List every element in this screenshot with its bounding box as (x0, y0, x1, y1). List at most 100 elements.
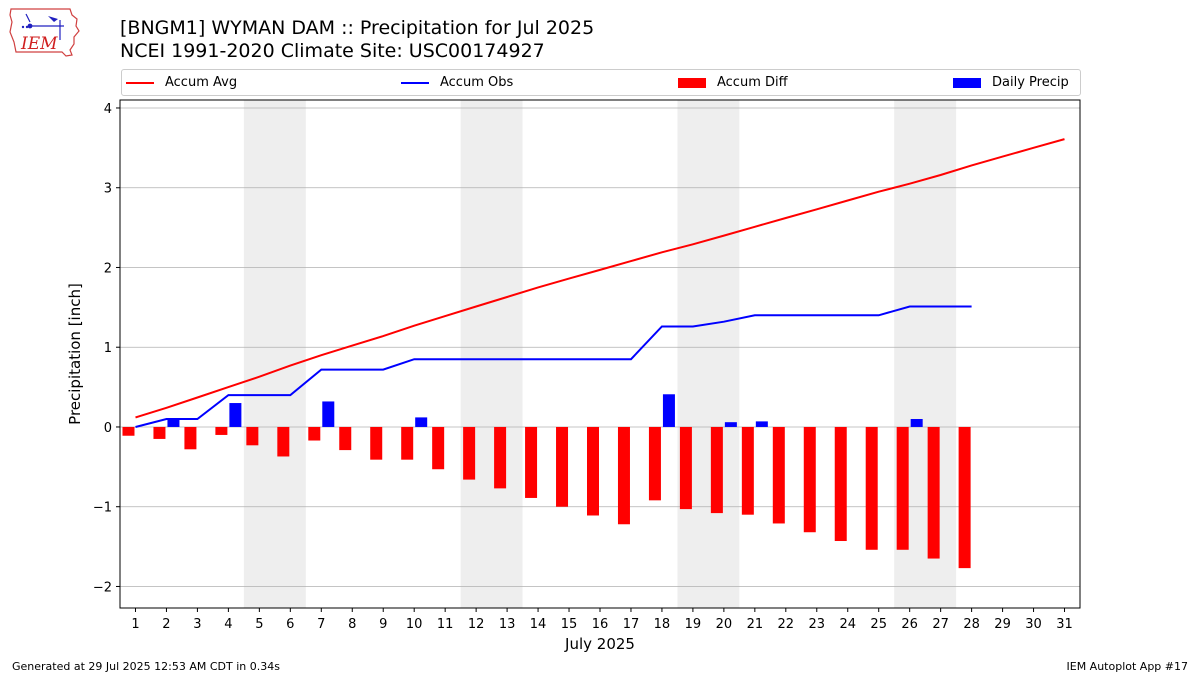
y-tick-label-4: 4 (104, 102, 112, 117)
x-tick-label-25: 25 (870, 617, 887, 632)
weekend-band-3 (677, 100, 740, 608)
diff-bar-day-16 (587, 426, 599, 516)
diff-bar-day-11 (432, 426, 445, 470)
diff-bar-day-21 (741, 426, 754, 515)
legend-label-accum-obs: Accum Obs (440, 75, 514, 90)
diff-bar-day-10 (401, 426, 414, 460)
x-tick-label-11: 11 (437, 617, 454, 632)
x-tick-label-8: 8 (348, 617, 356, 632)
diff-bar-day-13 (494, 426, 507, 489)
x-tick-label-31: 31 (1056, 617, 1073, 632)
app-credit: IEM Autoplot App #17 (1066, 660, 1189, 673)
x-axis-ticks: 1 2 3 4 5 6 7 8 9 10 11 12 13 14 15 16 17 18 19 20 21 22 23 24 2… (131, 608, 1073, 632)
x-tick-label-26: 26 (901, 617, 918, 632)
x-tick-label-7: 7 (317, 617, 325, 632)
iem-logo: IEM (8, 6, 82, 62)
chart-subtitle: NCEI 1991-2020 Climate Site: USC00174927 (120, 40, 545, 62)
daily-bar-day-2 (167, 418, 180, 427)
x-tick-label-10: 10 (406, 617, 423, 632)
daily-bar-day-18 (662, 394, 675, 427)
legend-key-daily-precip (953, 77, 981, 88)
weekend-band-1 (243, 100, 306, 608)
diff-bar-day-14 (525, 426, 538, 498)
legend-key-accum-obs (401, 81, 429, 84)
legend-label-accum-avg: Accum Avg (165, 75, 238, 90)
iowa-map-icon: IEM (9, 8, 80, 57)
diff-bar-day-18 (648, 426, 661, 501)
legend-key-accum-avg (126, 81, 154, 84)
daily-bar-day-21 (755, 421, 768, 427)
x-tick-label-16: 16 (592, 617, 609, 632)
y-axis-ticks: −2 −1 0 1 2 3 4 (93, 102, 120, 595)
diff-bar-day-17 (617, 426, 630, 525)
accum-avg-line (135, 138, 1065, 419)
diff-bar-day-22 (772, 426, 785, 524)
x-tick-label-9: 9 (379, 617, 387, 632)
weekend-band-2 (460, 100, 523, 608)
y-tick-label-0: 0 (104, 421, 112, 436)
generated-timestamp: Generated at 29 Jul 2025 12:53 AM CDT in… (12, 660, 280, 673)
diff-bar-day-12 (463, 426, 476, 480)
legend: Accum Avg Accum Obs Accum Diff Daily Pre… (121, 69, 1081, 96)
diff-bar-day-25 (865, 426, 878, 550)
x-tick-label-6: 6 (286, 617, 294, 632)
diff-bar-day-7 (308, 426, 321, 441)
legend-item-daily-precip: Daily Precip (953, 70, 1069, 95)
x-tick-label-19: 19 (685, 617, 702, 632)
y-tick-label-2: 2 (104, 261, 112, 276)
daily-precip-bars (167, 394, 923, 427)
y-tick-label-3: 3 (104, 182, 112, 197)
legend-item-accum-obs: Accum Obs (401, 70, 513, 95)
daily-bar-day-7 (322, 401, 335, 427)
y-tick-label-m1: −1 (93, 501, 112, 516)
x-tick-label-13: 13 (499, 617, 516, 632)
accum-obs-line (135, 305, 972, 428)
x-tick-label-18: 18 (654, 617, 671, 632)
diff-bar-day-23 (803, 426, 816, 533)
x-tick-label-14: 14 (530, 617, 547, 632)
x-tick-label-30: 30 (1025, 617, 1042, 632)
diff-bar-day-6 (277, 426, 290, 457)
logo-text: IEM (20, 34, 58, 54)
x-tick-label-24: 24 (839, 617, 856, 632)
diff-bar-day-26 (896, 426, 909, 550)
diff-bar-day-19 (679, 426, 692, 510)
x-tick-label-4: 4 (224, 617, 232, 632)
diff-bar-day-8 (339, 426, 352, 451)
legend-item-accum-diff: Accum Diff (678, 70, 788, 95)
legend-key-accum-diff (678, 77, 706, 88)
x-tick-label-20: 20 (716, 617, 733, 632)
diff-bar-day-4 (215, 426, 228, 435)
y-axis-label: Precipitation [inch] (66, 283, 84, 425)
diff-bar-day-3 (184, 426, 197, 450)
x-axis-label: July 2025 (564, 635, 635, 653)
x-tick-label-28: 28 (963, 617, 980, 632)
daily-bar-day-4 (229, 403, 242, 427)
diff-bar-day-2 (153, 426, 166, 439)
x-tick-label-17: 17 (623, 617, 640, 632)
diff-bar-day-15 (556, 426, 569, 507)
x-tick-label-1: 1 (131, 617, 139, 632)
legend-label-accum-diff: Accum Diff (717, 75, 788, 90)
y-tick-label-1: 1 (104, 341, 112, 356)
x-tick-label-15: 15 (561, 617, 578, 632)
diff-bar-day-1 (122, 426, 135, 436)
x-tick-label-3: 3 (193, 617, 201, 632)
x-tick-label-29: 29 (994, 617, 1011, 632)
daily-bar-day-10 (415, 417, 428, 427)
x-tick-label-21: 21 (747, 617, 764, 632)
diff-bar-day-27 (927, 426, 940, 559)
x-tick-label-23: 23 (809, 617, 826, 632)
x-tick-label-22: 22 (778, 617, 795, 632)
legend-item-accum-avg: Accum Avg (126, 70, 237, 95)
chart-title: [BNGM1] WYMAN DAM :: Precipitation for J… (120, 17, 595, 39)
daily-bar-day-26 (910, 418, 923, 427)
accum-diff-bars (122, 426, 971, 569)
daily-bar-day-20 (724, 422, 737, 427)
diff-bar-day-28 (958, 426, 971, 569)
x-tick-label-12: 12 (468, 617, 485, 632)
diff-bar-day-9 (370, 426, 383, 460)
diff-bar-day-20 (710, 426, 723, 514)
diff-bar-day-5 (246, 426, 259, 446)
